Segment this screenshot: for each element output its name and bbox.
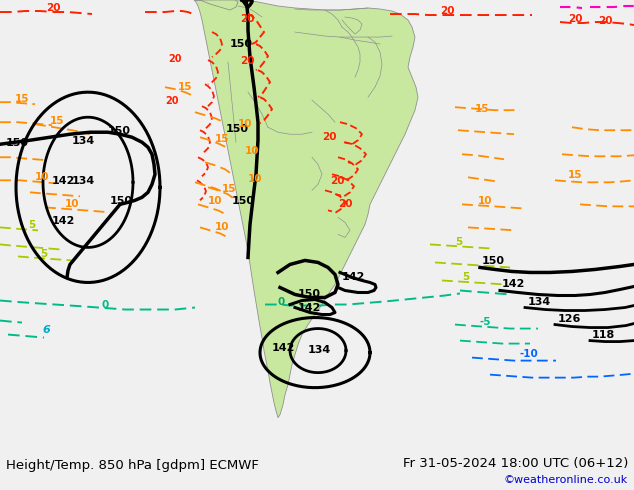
Text: 0: 0 bbox=[102, 299, 109, 310]
Text: 134: 134 bbox=[528, 296, 551, 307]
Text: 20: 20 bbox=[598, 16, 612, 26]
Text: 5: 5 bbox=[40, 249, 48, 259]
Text: 20: 20 bbox=[46, 3, 60, 13]
Text: 134: 134 bbox=[72, 136, 95, 146]
Text: 10: 10 bbox=[35, 172, 49, 182]
Text: 15: 15 bbox=[15, 94, 30, 104]
Text: 20: 20 bbox=[440, 6, 455, 16]
Text: 20: 20 bbox=[322, 132, 337, 142]
Text: 20: 20 bbox=[240, 56, 254, 66]
Text: Fr 31-05-2024 18:00 UTC (06+12): Fr 31-05-2024 18:00 UTC (06+12) bbox=[403, 457, 628, 470]
Text: 150: 150 bbox=[226, 124, 249, 134]
Text: 126: 126 bbox=[558, 314, 581, 323]
Text: -5: -5 bbox=[480, 317, 491, 326]
Text: 10: 10 bbox=[238, 119, 252, 129]
Text: Height/Temp. 850 hPa [gdpm] ECMWF: Height/Temp. 850 hPa [gdpm] ECMWF bbox=[6, 459, 259, 472]
Text: 10: 10 bbox=[245, 146, 259, 156]
Text: 118: 118 bbox=[592, 330, 615, 340]
Text: 10: 10 bbox=[248, 174, 262, 184]
Text: 142: 142 bbox=[52, 176, 75, 186]
Text: 150: 150 bbox=[108, 126, 131, 136]
Text: 150: 150 bbox=[110, 196, 133, 206]
Text: 5: 5 bbox=[462, 272, 469, 282]
Text: 150: 150 bbox=[482, 256, 505, 267]
Text: 20: 20 bbox=[568, 14, 583, 24]
Text: 0: 0 bbox=[278, 296, 285, 307]
Text: 10: 10 bbox=[208, 196, 223, 206]
Text: 20: 20 bbox=[240, 14, 254, 24]
Text: 10: 10 bbox=[478, 196, 493, 206]
Text: 15: 15 bbox=[222, 184, 236, 195]
Text: 20: 20 bbox=[330, 176, 344, 186]
Text: 142: 142 bbox=[298, 302, 321, 313]
Text: 20: 20 bbox=[165, 96, 179, 106]
Text: -10: -10 bbox=[520, 348, 539, 359]
Text: 15: 15 bbox=[215, 134, 230, 144]
Text: 6: 6 bbox=[42, 324, 49, 335]
Text: 10: 10 bbox=[65, 199, 79, 209]
Text: 5: 5 bbox=[28, 220, 36, 230]
Text: 5: 5 bbox=[455, 238, 462, 247]
Polygon shape bbox=[194, 0, 418, 417]
Text: 142: 142 bbox=[52, 217, 75, 226]
Text: 134: 134 bbox=[308, 344, 331, 355]
Text: ©weatheronline.co.uk: ©weatheronline.co.uk bbox=[504, 475, 628, 485]
Text: 15: 15 bbox=[568, 171, 583, 180]
Text: 150: 150 bbox=[230, 39, 253, 49]
Text: 142: 142 bbox=[342, 272, 365, 282]
Text: 142: 142 bbox=[502, 279, 526, 290]
Text: 20: 20 bbox=[338, 199, 353, 209]
Text: 15: 15 bbox=[475, 104, 489, 114]
Text: 150: 150 bbox=[232, 196, 255, 206]
Text: 142: 142 bbox=[272, 343, 295, 353]
Text: 150: 150 bbox=[298, 290, 321, 299]
Text: 15: 15 bbox=[178, 82, 193, 92]
Text: 10: 10 bbox=[215, 222, 230, 232]
Text: 150: 150 bbox=[6, 138, 29, 148]
Text: 134: 134 bbox=[72, 176, 95, 186]
Polygon shape bbox=[195, 0, 238, 10]
Text: 15: 15 bbox=[50, 116, 65, 126]
Text: 20: 20 bbox=[168, 54, 181, 64]
